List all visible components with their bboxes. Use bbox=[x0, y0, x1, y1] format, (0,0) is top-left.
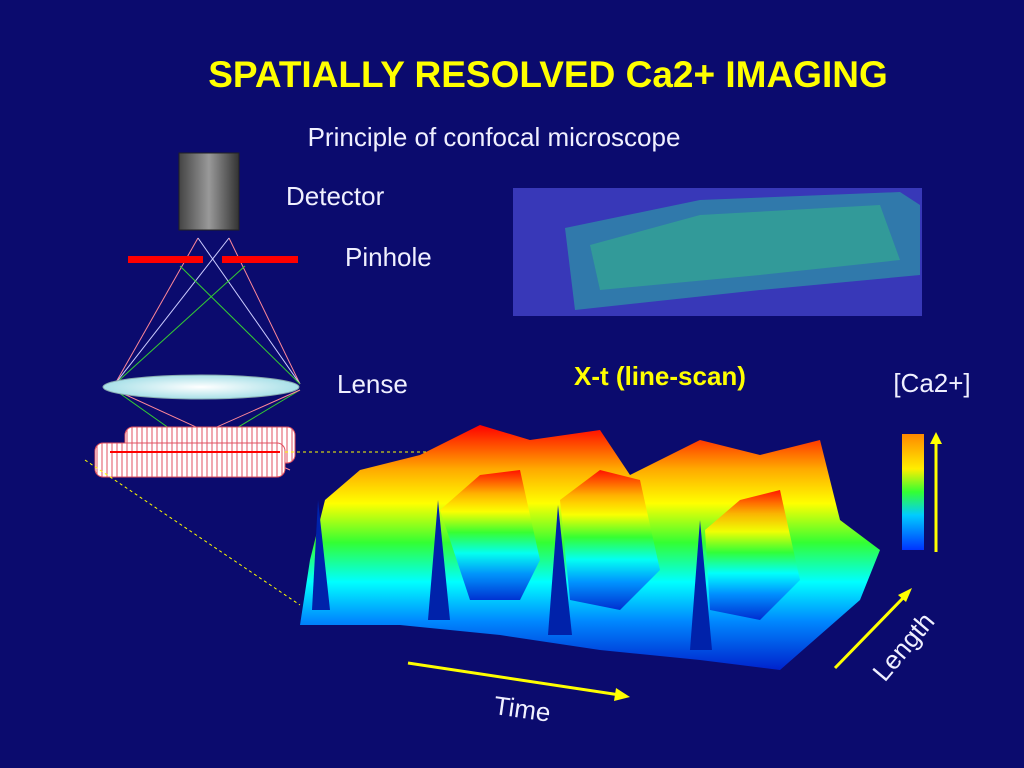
axis-label: Time bbox=[492, 690, 552, 728]
colorbar bbox=[902, 434, 924, 550]
arrow bbox=[407, 661, 621, 697]
arrow-head bbox=[898, 588, 912, 602]
label: Detector bbox=[286, 181, 385, 211]
colorbar-label: [Ca2+] bbox=[893, 368, 970, 398]
label: Pinhole bbox=[345, 242, 432, 272]
axis-label: Length bbox=[866, 607, 940, 687]
arrow bbox=[833, 594, 907, 670]
plot-title: X-t (line-scan) bbox=[574, 361, 746, 391]
title: SPATIALLY RESOLVED Ca2+ IMAGING bbox=[208, 54, 888, 95]
cell-image bbox=[513, 188, 922, 316]
subtitle: Principle of confocal microscope bbox=[308, 122, 681, 152]
arrow-head bbox=[614, 688, 630, 701]
microscope-diagram bbox=[84, 152, 470, 606]
label: Lense bbox=[337, 369, 408, 399]
surface-plot bbox=[300, 425, 880, 670]
arrow-head bbox=[930, 432, 942, 444]
